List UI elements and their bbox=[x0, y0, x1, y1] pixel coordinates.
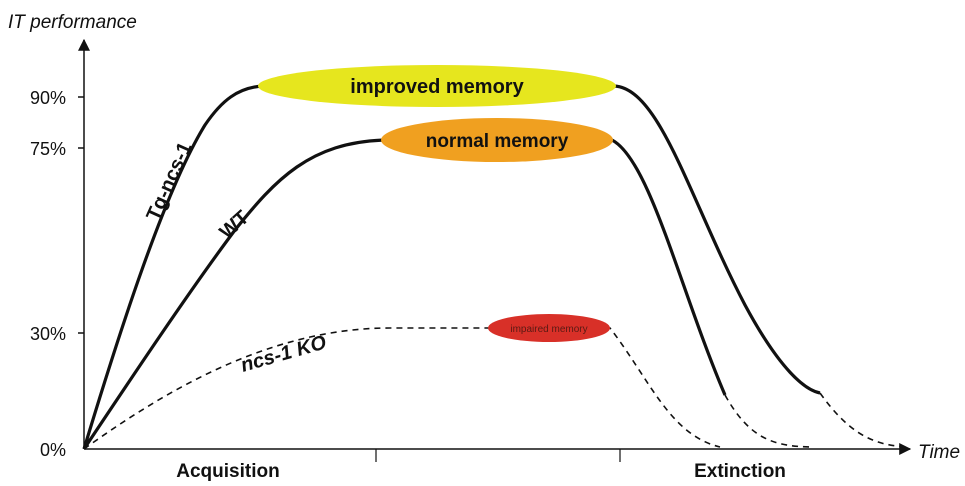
curve-ncs-1-ko bbox=[83, 327, 721, 450]
curve-wt bbox=[82, 138, 727, 450]
curve-wt-tail bbox=[724, 394, 811, 448]
y-tick-label-0: 0% bbox=[40, 440, 66, 460]
y-tick-label-30: 30% bbox=[30, 324, 66, 344]
x-axis-title: Time bbox=[918, 442, 960, 463]
y-tick-label-90: 90% bbox=[30, 88, 66, 108]
curve-label-tg-ncs-1: Tg-ncs-1 bbox=[142, 139, 196, 224]
improved-memory-ellipse bbox=[258, 65, 616, 107]
normal-memory-label: normal memory bbox=[426, 131, 569, 152]
impaired-memory-ellipse bbox=[488, 314, 610, 342]
y-axis-title: IT performance bbox=[8, 12, 137, 33]
curve-label-ncs-1-ko: ncs-1 KO bbox=[238, 331, 329, 376]
phase-extinction: Extinction bbox=[694, 461, 786, 481]
y-tick-label-75: 75% bbox=[30, 139, 66, 159]
normal-memory-ellipse bbox=[381, 118, 613, 162]
improved-memory-label: improved memory bbox=[350, 76, 524, 98]
curve-tg-ncs-1-tail bbox=[819, 392, 911, 448]
impaired-memory-label: impaired memory bbox=[510, 324, 587, 335]
phase-acquisition: Acquisition bbox=[176, 461, 279, 481]
